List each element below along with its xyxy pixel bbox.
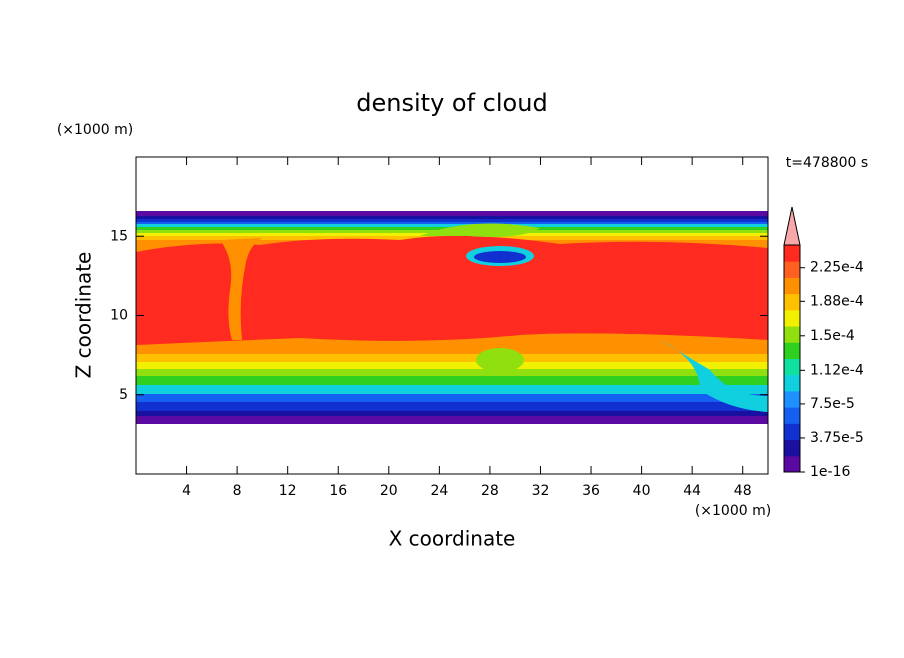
colorbar-band — [784, 439, 800, 457]
x-tick-label: 20 — [380, 483, 398, 499]
x-tick-label: 24 — [430, 483, 448, 499]
x-tick-label: 28 — [481, 483, 499, 499]
colorbar-tick-label: 1e-16 — [810, 464, 850, 480]
x-axis-label: X coordinate — [389, 527, 516, 551]
colorbar-band — [784, 423, 800, 441]
colorbar-extend — [783, 206, 801, 246]
colorbar-frame — [783, 244, 801, 473]
colorbar-band — [784, 309, 800, 327]
x-tick-label: 36 — [582, 483, 600, 499]
colorbar-band — [784, 326, 800, 343]
colorbar-tick-label: 2.25e-4 — [810, 260, 864, 276]
colorbar-tick-label: 1.5e-4 — [810, 328, 855, 344]
colorbar-band — [784, 358, 800, 376]
x-tick-label: 8 — [233, 483, 242, 499]
y-unit: (×1000 m) — [57, 122, 133, 138]
y-tick-label: 10 — [110, 308, 128, 324]
colorbar-band — [784, 374, 800, 392]
colorbar-band — [784, 407, 800, 424]
colorbar-tick-label: 1.88e-4 — [810, 293, 864, 309]
y-tick-label: 15 — [110, 228, 128, 244]
x-tick-label: 16 — [329, 483, 347, 499]
x-tick-label: 12 — [279, 483, 297, 499]
colorbar-band — [784, 342, 800, 359]
x-unit: (×1000 m) — [695, 503, 771, 519]
colorbar-tick-label: 1.12e-4 — [810, 362, 864, 378]
x-tick-label: 40 — [633, 483, 651, 499]
x-tick-label: 44 — [683, 483, 701, 499]
colorbar-tick-label: 3.75e-5 — [810, 430, 864, 446]
x-tick-label: 48 — [734, 483, 752, 499]
colorbar-tick-label: 7.5e-5 — [810, 396, 855, 412]
x-tick-label: 4 — [182, 483, 191, 499]
colorbar-band — [784, 455, 800, 473]
x-tick-label: 32 — [532, 483, 550, 499]
colorbar-band — [784, 245, 800, 262]
time-annotation: t=478800 s — [786, 155, 868, 171]
y-axis-label: Z coordinate — [72, 252, 96, 379]
colorbar-band — [784, 390, 800, 408]
colorbar-band — [784, 293, 800, 311]
colorbar-band — [784, 277, 800, 295]
contour-field — [136, 211, 768, 424]
colorbar-band — [784, 261, 800, 278]
chart-title: density of cloud — [356, 89, 547, 117]
y-tick-label: 5 — [119, 387, 128, 403]
